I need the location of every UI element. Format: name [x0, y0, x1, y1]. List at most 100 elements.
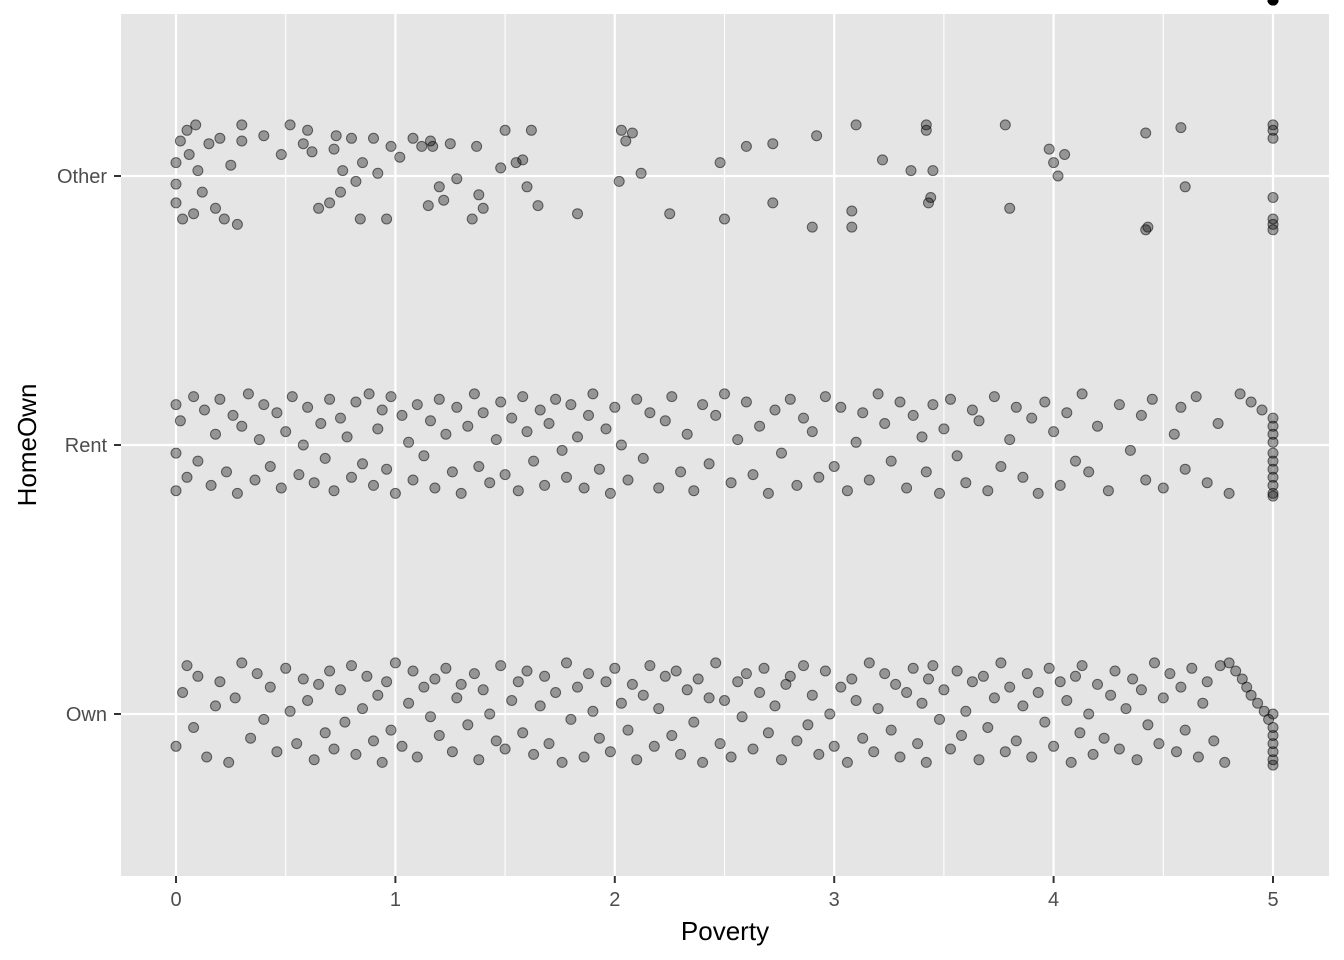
data-point-other — [1267, 192, 1279, 203]
data-point-own — [966, 676, 978, 688]
data-point-own — [681, 684, 693, 696]
data-point-rent — [637, 452, 649, 464]
data-point-rent — [188, 391, 200, 403]
data-point-rent — [644, 407, 656, 419]
data-point-own — [1245, 689, 1257, 701]
data-point-rent — [609, 401, 621, 413]
data-point-rent — [539, 479, 551, 491]
data-point-own — [578, 751, 590, 763]
data-point-rent — [376, 404, 388, 416]
data-point-own — [201, 751, 213, 763]
data-point-rent — [1267, 428, 1279, 440]
data-point-own — [181, 660, 193, 672]
data-point-rent — [403, 436, 415, 448]
data-point-rent — [806, 426, 818, 438]
data-point-other — [499, 124, 511, 136]
data-point-own — [1048, 740, 1060, 752]
data-point-other — [1052, 170, 1064, 182]
data-point-rent — [885, 455, 897, 467]
x-tick-label: 3 — [829, 889, 840, 911]
data-point-other — [438, 194, 450, 206]
data-point-other — [1175, 122, 1187, 134]
data-point-rent — [368, 479, 379, 491]
data-point-own — [688, 716, 700, 728]
data-point-other — [190, 119, 202, 131]
data-point-own — [251, 668, 263, 680]
data-point-own — [1157, 692, 1169, 704]
data-point-own — [927, 660, 939, 672]
data-point-own — [1230, 665, 1242, 677]
data-point-other — [719, 213, 730, 225]
data-point-rent — [221, 466, 232, 478]
data-point-rent — [995, 461, 1007, 472]
data-point-rent — [916, 431, 928, 443]
x-tick-label: 5 — [1267, 889, 1278, 911]
data-point-rent — [879, 418, 891, 429]
data-point-other — [521, 181, 533, 193]
data-point-own — [912, 738, 924, 750]
data-point-rent — [293, 469, 305, 481]
data-point-other — [473, 189, 485, 201]
data-point-own — [1043, 662, 1055, 674]
data-point-own — [1070, 670, 1081, 682]
data-point-rent — [1190, 391, 1202, 403]
data-point-other — [635, 167, 647, 179]
data-point-other — [350, 175, 362, 187]
data-point-other — [425, 135, 436, 147]
data-point-own — [468, 668, 480, 680]
data-point-own — [995, 657, 1007, 669]
data-point-own — [328, 743, 340, 755]
data-point-other — [1142, 221, 1154, 233]
data-point-own — [236, 657, 248, 669]
data-point-other — [302, 124, 314, 136]
data-point-own — [999, 746, 1011, 758]
data-point-own — [850, 695, 862, 706]
data-point-own — [192, 670, 204, 682]
data-point-own — [600, 676, 612, 688]
data-point-own — [740, 668, 752, 680]
data-point-rent — [271, 407, 283, 419]
data-point-rent — [473, 461, 485, 472]
data-point-own — [894, 751, 906, 763]
data-point-own — [977, 670, 989, 682]
data-point-other — [664, 208, 676, 220]
x-tick-label: 4 — [1048, 889, 1059, 911]
data-point-own — [490, 735, 502, 747]
data-point-other — [517, 154, 529, 166]
data-point-other — [532, 200, 544, 212]
data-point-rent — [341, 431, 353, 443]
data-point-other — [615, 124, 627, 136]
data-point-rent — [725, 477, 737, 489]
data-point-other — [328, 143, 340, 155]
data-point-rent — [951, 450, 963, 462]
data-point-other — [451, 173, 463, 185]
data-point-other — [258, 130, 270, 142]
data-point-rent — [1267, 455, 1279, 467]
data-point-own — [543, 738, 555, 750]
data-point-rent — [1179, 463, 1191, 475]
data-point-rent — [934, 487, 945, 499]
data-point-rent — [319, 452, 331, 464]
data-point-rent — [528, 455, 540, 467]
data-point-rent — [1201, 477, 1213, 489]
data-point-rent — [385, 391, 397, 403]
data-point-rent — [1234, 388, 1246, 400]
data-point-rent — [170, 447, 182, 459]
data-point-own — [271, 746, 283, 758]
data-point-own — [440, 662, 452, 674]
data-point-rent — [622, 474, 634, 486]
data-point-own — [572, 681, 583, 693]
data-point-own — [938, 684, 950, 696]
data-point-own — [604, 746, 616, 758]
data-point-own — [335, 684, 346, 696]
data-point-rent — [688, 485, 700, 497]
x-tick-label: 0 — [170, 889, 181, 911]
data-point-own — [1223, 657, 1235, 669]
data-point-rent — [583, 409, 594, 421]
data-point-rent — [1083, 466, 1095, 478]
data-point-own — [556, 756, 568, 768]
data-point-own — [411, 751, 423, 763]
data-point-own — [703, 692, 715, 704]
data-point-own — [385, 724, 397, 736]
data-point-own — [357, 703, 368, 715]
